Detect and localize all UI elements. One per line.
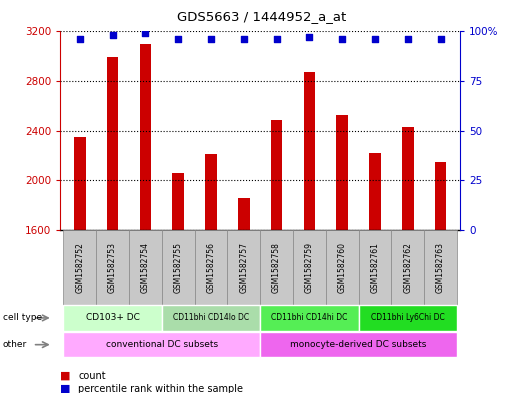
Point: [371, 36, 379, 42]
Text: other: other: [3, 340, 27, 349]
Text: count: count: [78, 371, 106, 381]
Text: monocyte-derived DC subsets: monocyte-derived DC subsets: [290, 340, 427, 349]
Text: GSM1582754: GSM1582754: [141, 242, 150, 293]
Point: [272, 36, 281, 42]
Point: [240, 36, 248, 42]
Text: cell type: cell type: [3, 314, 42, 322]
Text: ■: ■: [60, 384, 71, 393]
FancyBboxPatch shape: [96, 230, 129, 305]
Bar: [435, 162, 446, 230]
Text: GSM1582758: GSM1582758: [272, 242, 281, 293]
Point: [305, 34, 314, 40]
FancyBboxPatch shape: [228, 230, 260, 305]
Point: [404, 36, 412, 42]
Text: GDS5663 / 1444952_a_at: GDS5663 / 1444952_a_at: [177, 10, 346, 23]
Text: CD11bhi CD14lo DC: CD11bhi CD14lo DC: [173, 314, 249, 322]
Point: [141, 30, 150, 37]
Text: CD11bhi Ly6Chi DC: CD11bhi Ly6Chi DC: [371, 314, 445, 322]
Bar: [173, 173, 184, 230]
Text: GSM1582761: GSM1582761: [370, 242, 380, 293]
Point: [338, 36, 346, 42]
Bar: [271, 119, 282, 230]
FancyBboxPatch shape: [260, 305, 359, 331]
Text: GSM1582763: GSM1582763: [436, 242, 445, 293]
Bar: [336, 114, 348, 230]
Bar: [74, 137, 86, 230]
Text: GSM1582762: GSM1582762: [403, 242, 412, 293]
Text: ■: ■: [60, 371, 71, 381]
FancyBboxPatch shape: [63, 305, 162, 331]
Point: [108, 32, 117, 39]
Bar: [140, 44, 151, 230]
Text: GSM1582753: GSM1582753: [108, 242, 117, 293]
Text: percentile rank within the sample: percentile rank within the sample: [78, 384, 243, 393]
Text: GSM1582755: GSM1582755: [174, 242, 183, 293]
Bar: [304, 72, 315, 230]
FancyBboxPatch shape: [359, 230, 391, 305]
Text: GSM1582757: GSM1582757: [240, 242, 248, 293]
FancyBboxPatch shape: [260, 332, 457, 358]
Bar: [107, 57, 118, 230]
Bar: [369, 153, 381, 230]
FancyBboxPatch shape: [195, 230, 228, 305]
Point: [436, 36, 445, 42]
FancyBboxPatch shape: [162, 305, 260, 331]
Text: GSM1582752: GSM1582752: [75, 242, 84, 293]
Text: GSM1582760: GSM1582760: [338, 242, 347, 293]
Bar: [238, 198, 249, 230]
FancyBboxPatch shape: [326, 230, 359, 305]
Text: CD11bhi CD14hi DC: CD11bhi CD14hi DC: [271, 314, 348, 322]
FancyBboxPatch shape: [359, 305, 457, 331]
FancyBboxPatch shape: [63, 230, 96, 305]
Point: [207, 36, 215, 42]
FancyBboxPatch shape: [162, 230, 195, 305]
Text: GSM1582756: GSM1582756: [207, 242, 215, 293]
Text: conventional DC subsets: conventional DC subsets: [106, 340, 218, 349]
FancyBboxPatch shape: [424, 230, 457, 305]
FancyBboxPatch shape: [293, 230, 326, 305]
Point: [174, 36, 183, 42]
Text: CD103+ DC: CD103+ DC: [86, 314, 140, 322]
FancyBboxPatch shape: [63, 332, 260, 358]
Text: GSM1582759: GSM1582759: [305, 242, 314, 293]
Bar: [205, 154, 217, 230]
Point: [76, 36, 84, 42]
FancyBboxPatch shape: [260, 230, 293, 305]
FancyBboxPatch shape: [129, 230, 162, 305]
FancyBboxPatch shape: [391, 230, 424, 305]
Bar: [402, 127, 414, 230]
